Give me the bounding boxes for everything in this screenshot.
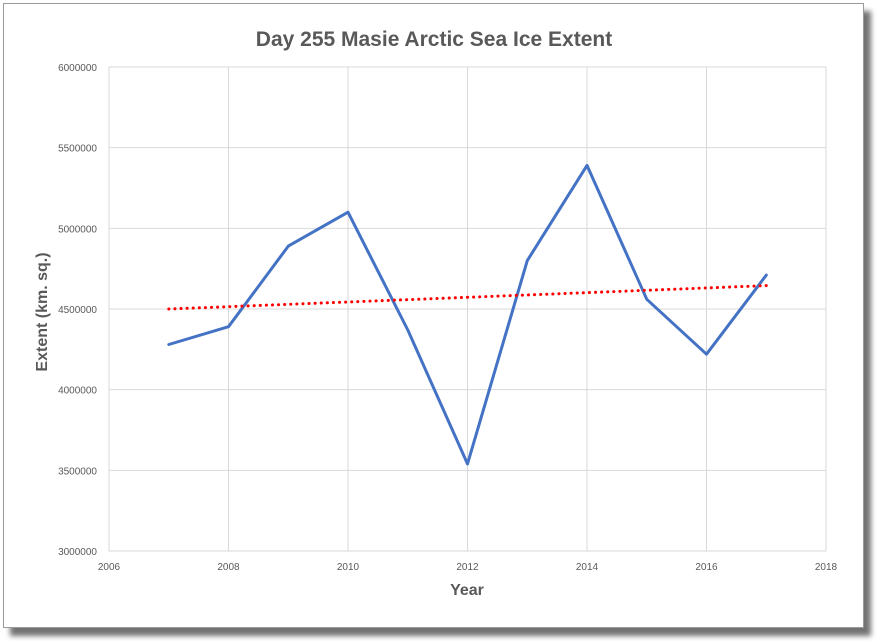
x-tick-label: 2010	[337, 562, 360, 573]
y-tick-label: 5500000	[58, 144, 97, 155]
chart-title: Day 255 Masie Arctic Sea Ice Extent	[256, 28, 612, 51]
y-tick-label: 3000000	[58, 547, 97, 558]
gridlines	[108, 66, 827, 552]
x-tick-label: 2018	[815, 562, 838, 573]
y-tick-label: 3500000	[58, 466, 97, 477]
x-tick-label: 2008	[217, 562, 240, 573]
x-axis-title: Year	[450, 582, 484, 599]
chart-frame	[3, 3, 864, 628]
x-tick-label: 2006	[98, 562, 121, 573]
y-axis-title: Extent (km. sq.)	[34, 252, 51, 371]
series-layer	[167, 163, 768, 466]
y-axis-ticks: 3000000 3500000 4000000 4500000 5000000 55000…	[58, 63, 97, 558]
y-tick-label: 4000000	[58, 386, 97, 397]
series-line	[167, 163, 768, 466]
x-tick-label: 2012	[456, 562, 479, 573]
x-axis-ticks: 2006 2008 2010 2012 2014 2016 2018	[98, 562, 838, 573]
trendline	[167, 284, 768, 311]
y-tick-label: 4500000	[58, 305, 97, 316]
x-tick-label: 2016	[695, 562, 718, 573]
x-tick-label: 2014	[576, 562, 599, 573]
y-tick-label: 6000000	[58, 63, 97, 74]
y-tick-label: 5000000	[58, 224, 97, 235]
